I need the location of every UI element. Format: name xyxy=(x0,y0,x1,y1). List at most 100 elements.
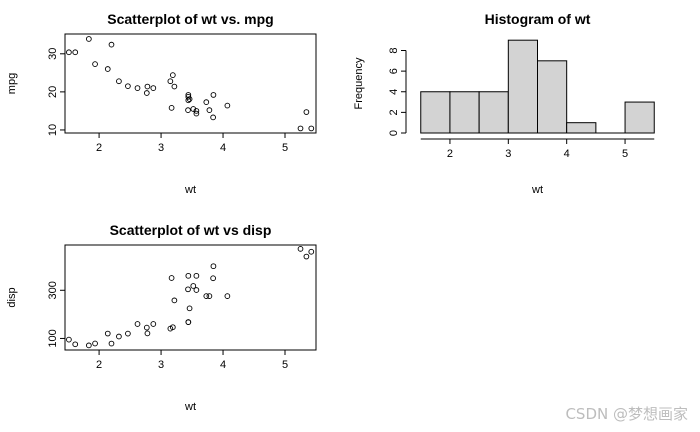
histogram-bar xyxy=(420,91,451,134)
data-point xyxy=(303,109,310,115)
x-tick-label: 2 xyxy=(96,142,102,154)
histogram-wt-plot: Histogram of wt 2 3 4 5 0 2 4 6 8 wt Frequency xyxy=(353,11,655,196)
data-point xyxy=(116,78,122,85)
data-point xyxy=(297,125,304,132)
data-point xyxy=(134,321,141,327)
x-tick-label: 5 xyxy=(282,142,288,154)
x-tick-label: 3 xyxy=(505,148,511,160)
chart-title: Histogram of wt xyxy=(485,11,591,27)
histogram-bar xyxy=(507,39,539,134)
data-point xyxy=(125,83,131,90)
data-point xyxy=(303,253,310,260)
y-tick-label: 100 xyxy=(47,329,59,347)
histogram-bar xyxy=(566,122,597,134)
data-point xyxy=(168,105,175,111)
plot-frame xyxy=(64,33,317,134)
data-point xyxy=(167,78,174,85)
plot-frame xyxy=(64,244,317,351)
y-axis-label: disp xyxy=(6,287,18,307)
data-point xyxy=(193,108,200,114)
data-point xyxy=(66,49,72,56)
data-point xyxy=(66,336,72,343)
data-point xyxy=(308,248,315,255)
y-axis-label: mpg xyxy=(6,73,18,94)
data-point xyxy=(72,341,79,348)
data-point xyxy=(150,321,157,327)
data-point xyxy=(206,107,213,114)
data-point xyxy=(210,114,216,121)
data-point xyxy=(143,90,150,96)
data-point xyxy=(193,287,200,293)
data-point xyxy=(150,85,157,91)
data-point xyxy=(116,333,122,340)
data-point xyxy=(104,66,111,72)
data-point xyxy=(186,305,193,312)
data-point xyxy=(86,342,92,349)
x-tick-label: 3 xyxy=(158,359,164,371)
data-point xyxy=(203,293,210,299)
data-point xyxy=(210,263,217,270)
chart-title: Scatterplot of wt vs disp xyxy=(110,222,272,238)
y-tick-label: 0 xyxy=(388,130,400,136)
data-point xyxy=(190,283,197,289)
watermark: CSDN @梦想画家 xyxy=(565,405,688,423)
data-point xyxy=(171,297,178,304)
histogram-bar xyxy=(537,60,568,134)
data-point xyxy=(193,110,200,117)
data-point xyxy=(185,286,191,293)
y-tick-label: 2 xyxy=(388,109,400,115)
data-point xyxy=(210,92,217,98)
data-point xyxy=(206,293,213,299)
y-tick-label: 10 xyxy=(47,124,59,136)
data-point xyxy=(169,72,176,78)
x-tick-label: 3 xyxy=(158,142,164,154)
histogram-bar xyxy=(449,91,480,134)
data-point xyxy=(185,319,192,326)
x-tick-label: 5 xyxy=(622,148,628,160)
y-tick-label: 8 xyxy=(388,47,400,53)
chart-title: Scatterplot of wt vs. mpg xyxy=(107,11,273,27)
scatter-wt-disp-plot: Scatterplot of wt vs disp 2 3 4 5 100 300 wt dis… xyxy=(6,222,317,413)
x-axis-label: wt xyxy=(184,184,196,196)
y-tick-label: 4 xyxy=(388,89,400,95)
x-axis-label: wt xyxy=(531,184,543,196)
data-point xyxy=(185,272,192,279)
x-tick-label: 4 xyxy=(564,148,570,160)
data-point xyxy=(72,49,79,56)
data-point xyxy=(92,61,98,67)
data-point xyxy=(308,125,315,132)
x-axis-label: wt xyxy=(184,401,196,413)
data-point xyxy=(203,99,210,106)
histogram-bar xyxy=(478,91,509,134)
y-tick-label: 300 xyxy=(47,281,59,299)
data-point xyxy=(125,330,131,337)
y-tick-label: 6 xyxy=(388,68,400,74)
data-point xyxy=(104,330,111,337)
data-point xyxy=(171,83,178,90)
scatter-wt-mpg-plot: Scatterplot of wt vs. mpg 2 3 4 5 10 20 30 wt mpg xyxy=(6,11,317,196)
data-point xyxy=(185,97,192,104)
data-point xyxy=(108,340,115,347)
data-point xyxy=(224,293,231,299)
data-point xyxy=(92,340,98,347)
data-point xyxy=(167,325,174,332)
y-tick-label: 30 xyxy=(47,48,59,60)
data-point xyxy=(134,85,141,91)
x-tick-label: 4 xyxy=(220,359,226,371)
x-tick-label: 2 xyxy=(447,148,453,160)
histogram-bar xyxy=(624,101,655,134)
data-point xyxy=(108,41,115,48)
data-point xyxy=(86,36,92,42)
data-point xyxy=(144,83,151,90)
data-point xyxy=(185,92,192,98)
y-axis-label: Frequency xyxy=(353,57,365,109)
data-point xyxy=(143,324,150,331)
data-point xyxy=(185,107,191,114)
y-tick-label: 20 xyxy=(47,86,59,98)
data-point xyxy=(224,102,231,109)
data-point xyxy=(210,275,216,282)
data-point xyxy=(144,330,151,337)
x-tick-label: 2 xyxy=(96,359,102,371)
x-tick-label: 4 xyxy=(220,142,226,154)
